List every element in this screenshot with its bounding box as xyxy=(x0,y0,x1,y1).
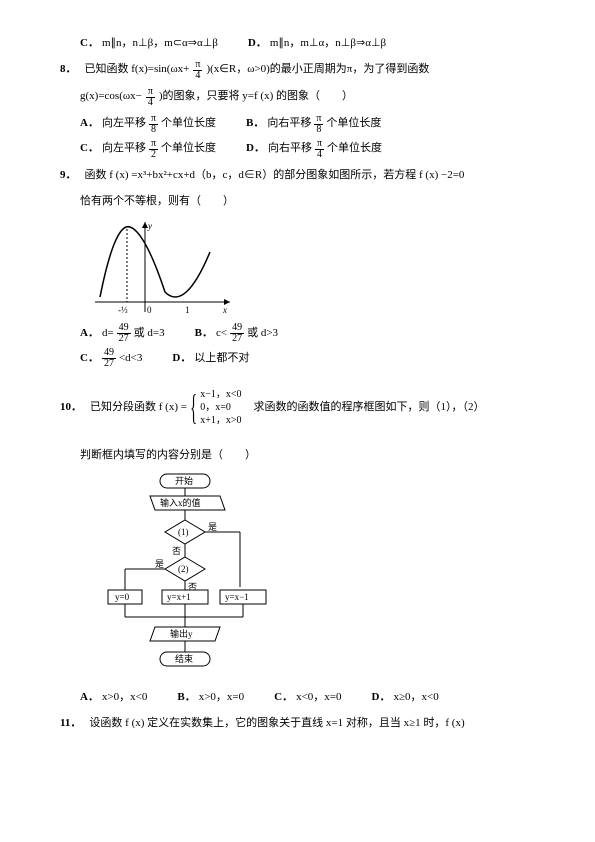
q8: 8． 已知函数 f(x)=sin(ωx+ π4 )(x∈R，ω>0)的最小正周期… xyxy=(60,60,535,81)
q7-opt-d[interactable]: D．m∥n，m⊥α，n⊥β⇒α⊥β xyxy=(248,34,386,54)
q10-num: 10． xyxy=(60,398,82,418)
q8-opts-ab: A．向左平移π8个单位长度 B．向右平移π8个单位长度 xyxy=(80,114,535,135)
svg-text:1: 1 xyxy=(185,305,190,315)
q9-c[interactable]: C．4927<d<3 xyxy=(80,348,142,369)
svg-text:y=0: y=0 xyxy=(115,592,130,602)
svg-text:输出y: 输出y xyxy=(170,628,193,639)
q9-a[interactable]: A．d=4927或 d=3 xyxy=(80,323,165,344)
q11-num: 11． xyxy=(60,714,81,734)
q9-num: 9． xyxy=(60,166,77,186)
q8-t2: )(x∈R，ω>0)的最小正周期为π，为了得到函数 xyxy=(206,60,429,80)
q9-l2: 恰有两个不等根，则有（ ） xyxy=(80,192,535,212)
q8-frac1: π4 xyxy=(193,60,202,81)
svg-text:y: y xyxy=(147,221,152,231)
q8-c[interactable]: C．向左平移π2个单位长度 xyxy=(80,139,216,160)
q11-text: 设函数 f (x) 定义在实数集上，它的图象关于直线 x=1 对称，且当 x≥1… xyxy=(89,714,464,734)
q8-frac2: π4 xyxy=(146,87,155,108)
q8-t1: 已知函数 f(x)=sin(ωx+ xyxy=(85,60,190,80)
q7-options: C．m∥n，n⊥β，m⊂α⇒α⊥β D．m∥n，m⊥α，n⊥β⇒α⊥β xyxy=(80,34,535,54)
svg-text:x: x xyxy=(222,305,227,315)
q7-opt-c[interactable]: C．m∥n，n⊥β，m⊂α⇒α⊥β xyxy=(80,34,218,54)
brace-icon: { xyxy=(190,375,197,440)
svg-text:结束: 结束 xyxy=(175,653,193,664)
q7d-text: m∥n，m⊥α，n⊥β⇒α⊥β xyxy=(270,34,386,54)
svg-text:是: 是 xyxy=(208,522,217,532)
q9-t1: 函数 f (x) =x³+bx²+cx+d（b，c，d∈R）的部分图象如图所示，… xyxy=(85,166,465,186)
fc-start: 开始 xyxy=(175,475,193,486)
q8-num: 8． xyxy=(60,60,77,80)
svg-text:(2): (2) xyxy=(178,564,189,574)
piecewise: x−1，x<00，x=0x+1，x>0 xyxy=(200,388,241,427)
svg-text:(1): (1) xyxy=(178,527,189,537)
q7c-text: m∥n，n⊥β，m⊂α⇒α⊥β xyxy=(102,34,218,54)
q10-d[interactable]: D．x≥0，x<0 xyxy=(372,688,439,708)
q9: 9． 函数 f (x) =x³+bx²+cx+d（b，c，d∈R）的部分图象如图… xyxy=(60,166,535,186)
q10-l2: 判断框内填写的内容分别是（ ） xyxy=(80,446,535,466)
q8-line2: g(x)=cos(ωx− π4 )的图象，只要将 y=f (x) 的图象（ ） xyxy=(80,87,535,108)
q10-opts: A．x>0，x<0 B．x>0，x=0 C．x<0，x=0 D．x≥0，x<0 xyxy=(80,688,535,708)
q8-t4: )的图象，只要将 y=f (x) 的图象（ ） xyxy=(159,87,353,107)
svg-text:y=x+1: y=x+1 xyxy=(167,592,191,602)
svg-text:y=x−1: y=x−1 xyxy=(225,592,249,602)
q9-graph: -⅓ 0 1 x y xyxy=(90,217,240,317)
q8-d[interactable]: D．向右平移π4个单位长度 xyxy=(246,139,382,160)
q9-b[interactable]: B．c<4927或 d>3 xyxy=(195,323,278,344)
q10-b[interactable]: B．x>0，x=0 xyxy=(177,688,244,708)
q10-a[interactable]: A．x>0，x<0 xyxy=(80,688,147,708)
q9-opts-ab: A．d=4927或 d=3 B．c<4927或 d>3 xyxy=(80,323,535,344)
flowchart: 开始 输入x的值 (1) 是否 (2) 是否 y=0 y=x+1 y=x−1 输… xyxy=(90,472,290,682)
svg-text:-⅓: -⅓ xyxy=(118,305,128,315)
svg-text:是: 是 xyxy=(155,559,164,569)
q8-a[interactable]: A．向左平移π8个单位长度 xyxy=(80,114,216,135)
q10: 10． 已知分段函数 f (x) = { x−1，x<00，x=0x+1，x>0… xyxy=(60,375,535,440)
q11: 11． 设函数 f (x) 定义在实数集上，它的图象关于直线 x=1 对称，且当… xyxy=(60,714,535,734)
q8-b[interactable]: B．向右平移π8个单位长度 xyxy=(246,114,381,135)
svg-text:输入x的值: 输入x的值 xyxy=(160,497,201,508)
q10-c[interactable]: C．x<0，x=0 xyxy=(274,688,341,708)
svg-text:0: 0 xyxy=(147,305,152,315)
q8-opts-cd: C．向左平移π2个单位长度 D．向右平移π4个单位长度 xyxy=(80,139,535,160)
q9-d[interactable]: D．以上都不对 xyxy=(172,348,249,369)
q9-opts-cd: C．4927<d<3 D．以上都不对 xyxy=(80,348,535,369)
svg-text:否: 否 xyxy=(172,546,181,556)
q8-t3: g(x)=cos(ωx− xyxy=(80,87,142,107)
